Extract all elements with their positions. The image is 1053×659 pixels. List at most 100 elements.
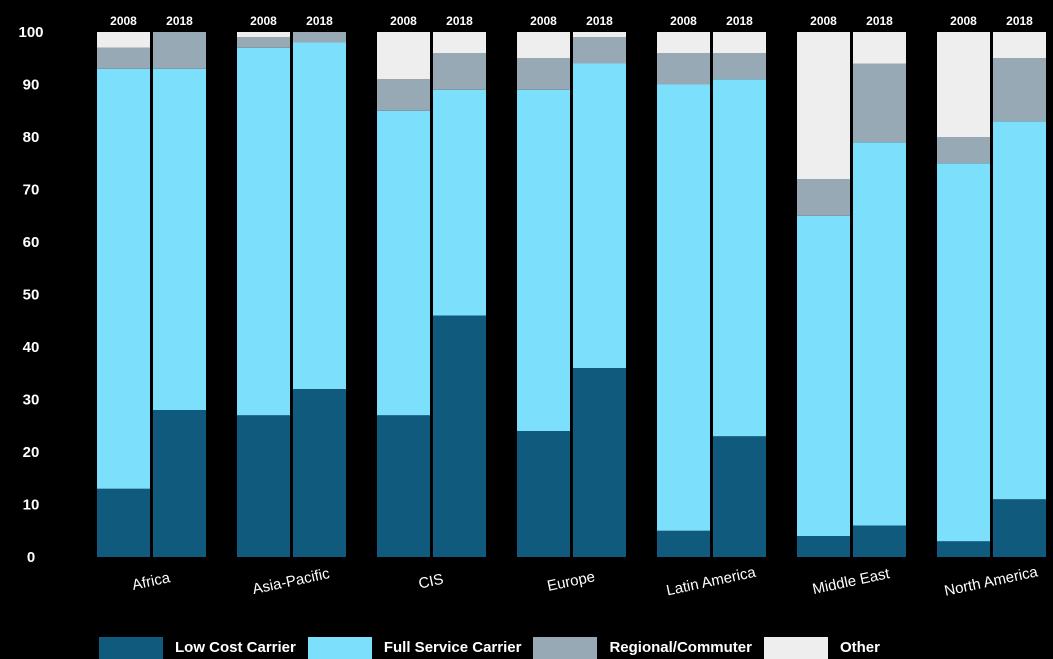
bar-segment-low-cost-carrier <box>517 431 570 557</box>
bar-segment-regional-commuter <box>377 79 430 111</box>
bar-segment-regional-commuter <box>993 58 1046 122</box>
bar-segment-full-service-carrier <box>853 142 906 526</box>
year-label: 2008 <box>530 14 557 28</box>
bar-segment-other <box>573 32 626 38</box>
bar-segment-other <box>237 32 290 38</box>
legend-item: Regional/Commuter <box>533 636 752 659</box>
y-tick-label: 70 <box>23 182 40 199</box>
y-tick-label: 50 <box>23 287 40 304</box>
legend-label: Other <box>839 639 880 656</box>
bar-segment-full-service-carrier <box>713 79 766 437</box>
legend-item: Other <box>763 636 880 659</box>
bar-segment-full-service-carrier <box>657 84 710 531</box>
bar-segment-regional-commuter <box>237 37 290 48</box>
legend-label: Low Cost Carrier <box>175 639 296 656</box>
bar-segment-other <box>937 32 990 137</box>
y-tick-label: 20 <box>23 444 40 461</box>
bar-segment-low-cost-carrier <box>853 525 906 557</box>
y-tick-label: 0 <box>27 549 35 566</box>
bar-segment-regional-commuter <box>293 32 346 43</box>
bar-segment-other <box>517 32 570 59</box>
bar-segment-low-cost-carrier <box>97 488 150 557</box>
category-label: Asia-Pacific <box>251 565 332 598</box>
category-label: Europe <box>546 568 597 595</box>
bar-segment-full-service-carrier <box>97 68 150 489</box>
bar-segment-low-cost-carrier <box>713 436 766 557</box>
bar-segment-full-service-carrier <box>293 42 346 389</box>
bar-segment-full-service-carrier <box>517 89 570 431</box>
year-label: 2018 <box>306 14 333 28</box>
legend-swatch <box>533 636 598 659</box>
bar-segment-other <box>713 32 766 53</box>
year-label: 2008 <box>950 14 977 28</box>
y-tick-label: 30 <box>23 392 40 409</box>
bar-segment-low-cost-carrier <box>937 541 990 557</box>
y-tick-label: 100 <box>18 24 43 41</box>
bar-segment-other <box>657 32 710 53</box>
legend-label: Regional/Commuter <box>609 639 752 656</box>
y-tick-label: 60 <box>23 234 40 251</box>
bar-segment-regional-commuter <box>433 53 486 90</box>
category-label: Middle East <box>811 565 892 598</box>
year-label: 2018 <box>166 14 193 28</box>
bar-segment-other <box>993 32 1046 59</box>
bar-segment-low-cost-carrier <box>237 415 290 557</box>
bar-segment-regional-commuter <box>713 53 766 80</box>
y-tick-label: 90 <box>23 77 40 94</box>
bar-segment-other <box>797 32 850 179</box>
bar-segment-full-service-carrier <box>377 110 430 416</box>
bar-segment-low-cost-carrier <box>573 368 626 557</box>
bar-segment-regional-commuter <box>573 37 626 64</box>
bar-segment-other <box>377 32 430 80</box>
year-label: 2018 <box>446 14 473 28</box>
legend-swatch <box>763 636 828 659</box>
bar-segment-low-cost-carrier <box>993 499 1046 557</box>
bar-segment-full-service-carrier <box>937 163 990 542</box>
category-label: CIS <box>417 571 445 593</box>
y-tick-label: 10 <box>23 497 40 514</box>
year-label: 2018 <box>866 14 893 28</box>
bar-segment-regional-commuter <box>517 58 570 90</box>
bar-segment-low-cost-carrier <box>377 415 430 557</box>
bar-segment-regional-commuter <box>153 32 206 69</box>
category-label: North America <box>943 563 1040 600</box>
bar-segment-full-service-carrier <box>153 68 206 410</box>
year-label: 2018 <box>586 14 613 28</box>
chart-legend: Low Cost Carrier Full Service Carrier Regi… <box>99 636 1053 659</box>
bar-segment-regional-commuter <box>937 137 990 164</box>
year-label: 2008 <box>110 14 137 28</box>
legend-swatch <box>307 636 372 659</box>
bar-segment-low-cost-carrier <box>797 536 850 557</box>
bar-segment-other <box>853 32 906 64</box>
bar-segment-full-service-carrier <box>433 89 486 316</box>
bar-segment-low-cost-carrier <box>433 315 486 557</box>
bar-segment-other <box>97 32 150 48</box>
year-label: 2008 <box>670 14 697 28</box>
bar-segment-low-cost-carrier <box>657 530 710 557</box>
bar-segment-full-service-carrier <box>797 215 850 536</box>
bar-segment-other <box>433 32 486 53</box>
year-label: 2008 <box>810 14 837 28</box>
year-label: 2008 <box>390 14 417 28</box>
bar-segment-low-cost-carrier <box>293 389 346 557</box>
bar-segment-regional-commuter <box>97 47 150 69</box>
category-label: Africa <box>131 569 173 594</box>
year-label: 2018 <box>1006 14 1033 28</box>
bar-segment-regional-commuter <box>797 179 850 216</box>
bar-segment-full-service-carrier <box>993 121 1046 500</box>
bar-segment-regional-commuter <box>853 63 906 143</box>
year-label: 2018 <box>726 14 753 28</box>
category-label: Latin America <box>665 564 758 600</box>
legend-swatch <box>99 636 163 659</box>
legend-item: Low Cost Carrier <box>99 636 296 659</box>
bar-segment-low-cost-carrier <box>153 410 206 557</box>
bar-segment-full-service-carrier <box>237 47 290 416</box>
bar-segment-regional-commuter <box>657 53 710 85</box>
legend-item: Full Service Carrier <box>307 636 522 659</box>
y-tick-label: 40 <box>23 339 40 356</box>
bar-segment-full-service-carrier <box>573 63 626 368</box>
legend-label: Full Service Carrier <box>383 639 522 656</box>
y-tick-label: 80 <box>23 129 40 146</box>
